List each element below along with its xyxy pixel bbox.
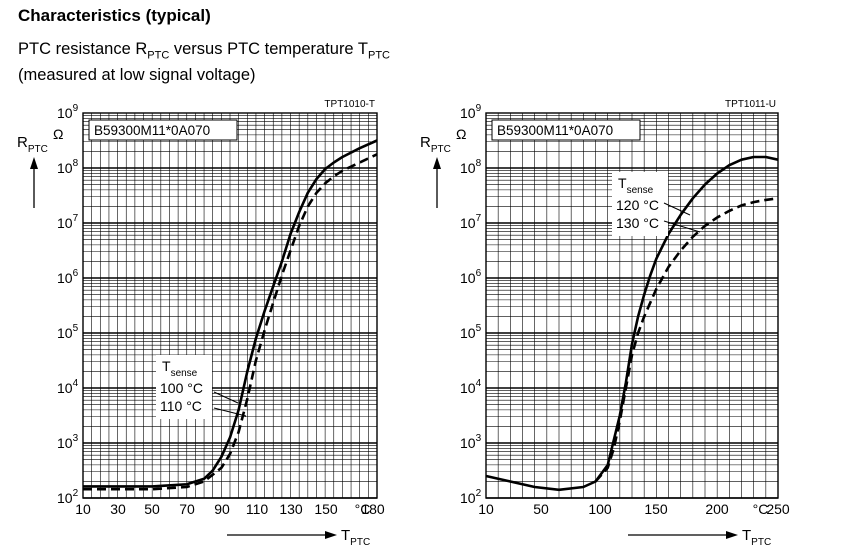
legend-leader-line	[213, 407, 247, 417]
caption-part-2: versus PTC temperature T	[169, 40, 368, 58]
y-tick-label: 105	[460, 323, 482, 341]
part-label: B59300M11*0A070	[497, 123, 613, 138]
y-axis-arrowhead	[30, 157, 38, 169]
section-title: Characteristics (typical)	[18, 6, 211, 25]
y-tick-label: 104	[460, 378, 482, 396]
legend-background	[612, 172, 668, 236]
x-axis-label: TPTC	[341, 527, 370, 548]
y-tick-label: 104	[57, 378, 79, 396]
x-tick-label: 180	[361, 501, 385, 517]
y-tick-label: 102	[57, 488, 79, 506]
legend-leader-line	[663, 220, 701, 233]
series-line-solid	[485, 155, 779, 492]
x-tick-label: 110	[246, 501, 269, 517]
figure-code: TPT1010-T	[324, 99, 375, 110]
series-line-dashed	[83, 153, 378, 491]
y-axis-label: RPTC	[420, 134, 451, 155]
x-tick-label: 200	[705, 501, 729, 517]
x-tick-label: 70	[179, 501, 195, 517]
x-tick-label: 10	[478, 501, 494, 517]
x-axis-unit: °C	[355, 501, 371, 517]
y-tick-label: 106	[460, 268, 482, 286]
x-tick-label: 100	[588, 501, 612, 517]
legend-entry: 130 °C	[616, 215, 659, 231]
y-tick-label: 109	[57, 103, 79, 121]
x-axis-arrowhead	[726, 531, 738, 539]
caption-sub-1: PTC	[147, 49, 170, 62]
x-tick-label: 150	[644, 501, 668, 517]
x-axis-unit: °C	[753, 501, 769, 517]
chart-caption-line2: (measured at low signal voltage)	[18, 66, 256, 84]
x-axis-label: TPTC	[742, 527, 771, 548]
part-label: B59300M11*0A070	[94, 123, 210, 138]
x-tick-label: 130	[279, 501, 303, 517]
y-tick-label: 108	[460, 158, 482, 176]
y-axis-label: RPTC	[17, 134, 48, 155]
y-tick-label: 103	[57, 433, 79, 451]
legend-entry: 110 °C	[160, 398, 202, 414]
x-tick-label: 30	[110, 501, 126, 517]
x-tick-label: 50	[533, 501, 549, 517]
figure-code: TPT1011-U	[725, 99, 776, 110]
chart-caption: PTC resistance RPTC versus PTC temperatu…	[18, 40, 390, 61]
y-tick-label: 103	[460, 433, 482, 451]
x-tick-label: 50	[144, 501, 160, 517]
y-tick-label: 107	[460, 213, 482, 231]
x-axis-arrowhead	[325, 531, 337, 539]
series-line-dashed	[594, 197, 779, 483]
y-axis-unit: Ω	[456, 126, 466, 142]
y-tick-label: 102	[460, 488, 482, 506]
part-label-box	[88, 119, 238, 141]
y-axis-arrowhead	[433, 157, 441, 169]
chart-1: B59300M11*0A070 TPT1010-T 102 103 104 105 106 1…	[17, 99, 385, 548]
part-label-box	[491, 119, 641, 141]
legend-entry: 120 °C	[616, 197, 659, 213]
legend-leader-line	[663, 202, 691, 216]
y-tick-label: 105	[57, 323, 79, 341]
chart-2: B59300M11*0A070 TPT1011-U 102 103 104 105 106 1…	[420, 99, 790, 548]
caption-sub-2: PTC	[367, 49, 390, 62]
legend-title: Tsense	[162, 358, 198, 379]
x-tick-label: 90	[214, 501, 230, 517]
legend-background	[156, 355, 212, 419]
series-line-solid	[83, 139, 378, 488]
legend-title: Tsense	[618, 175, 654, 196]
caption-part-1: PTC resistance R	[18, 40, 148, 58]
plot-frame	[485, 112, 779, 499]
y-tick-label: 109	[460, 103, 482, 121]
legend-entry: 100 °C	[160, 380, 203, 396]
x-tick-label: 150	[314, 501, 338, 517]
y-tick-label: 107	[57, 213, 79, 231]
x-tick-label: 250	[766, 501, 790, 517]
x-tick-label: 10	[75, 501, 91, 517]
legend-leader-line	[213, 391, 239, 404]
y-tick-label: 106	[57, 268, 79, 286]
plot-frame	[82, 112, 378, 499]
y-axis-unit: Ω	[53, 126, 63, 142]
y-tick-label: 108	[57, 158, 79, 176]
